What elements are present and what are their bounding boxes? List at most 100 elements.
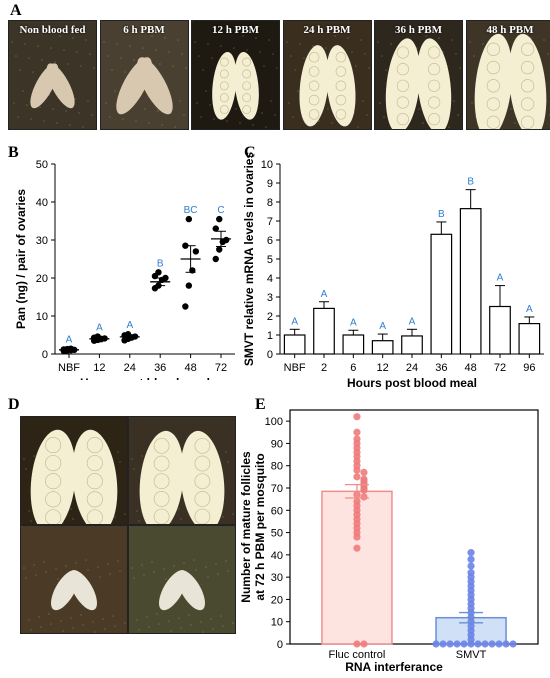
data-point	[192, 248, 200, 255]
x-tick-label: 6	[350, 362, 356, 374]
speckle	[107, 563, 109, 565]
data-point	[353, 640, 361, 648]
speckle	[546, 53, 549, 55]
speckle	[19, 69, 21, 71]
y-tick-label: 3	[267, 292, 273, 304]
x-tick-label: 24	[406, 362, 418, 374]
chart-b-pan-levels: 0 10 20 30 40 50 NBF A 12 A 24 A 36 B 48 BC 72 C Hours pos…	[14, 159, 235, 380]
data-point	[509, 640, 517, 648]
speckle	[289, 55, 292, 57]
speckle	[11, 41, 13, 43]
follicle	[428, 113, 441, 126]
data-point	[353, 466, 361, 474]
x-tick-label: 24	[124, 362, 136, 374]
follicle	[486, 60, 500, 75]
follicle	[153, 491, 170, 507]
y-tick-label: 40	[271, 550, 283, 562]
speckle	[109, 573, 111, 575]
speckle	[147, 122, 150, 124]
follicle	[428, 46, 441, 59]
speckle	[26, 104, 28, 106]
bar	[371, 340, 394, 355]
speckle	[56, 122, 58, 124]
follicle	[520, 79, 534, 93]
speckle	[21, 526, 22, 527]
speckle	[542, 39, 545, 41]
speckle	[232, 622, 234, 624]
speckle	[141, 47, 144, 49]
data-point	[432, 640, 440, 648]
ovary-illustration	[129, 526, 235, 633]
speckle	[168, 620, 170, 622]
follicle	[45, 455, 62, 472]
speckle	[113, 90, 116, 92]
speckle	[283, 21, 285, 22]
speckle	[225, 451, 227, 453]
significance-letter: BC	[184, 205, 198, 216]
x-tick-label: 2	[321, 362, 327, 374]
ovary-illustration	[9, 21, 96, 129]
speckle	[112, 615, 114, 617]
speckle	[438, 37, 440, 39]
speckle	[104, 102, 107, 104]
data-point	[212, 255, 219, 263]
y-tick-label: 50	[271, 528, 283, 540]
speckle	[383, 116, 385, 118]
speckle	[209, 104, 211, 106]
speckle	[28, 619, 30, 621]
speckle	[119, 57, 122, 59]
speckle	[52, 108, 54, 110]
ovary-photo-a: Non blood fed	[8, 20, 97, 130]
speckle	[481, 43, 484, 45]
speckle	[363, 53, 366, 55]
y-tick-label: 60	[271, 505, 283, 517]
speckle	[302, 57, 305, 59]
speckle	[176, 39, 179, 41]
speckle	[210, 618, 212, 620]
speckle	[23, 458, 25, 460]
data-point	[453, 640, 461, 648]
y-tick-label: 90	[271, 438, 283, 450]
follicle	[486, 79, 500, 93]
ovary-right	[508, 33, 546, 129]
photo-label: 24 h PBM	[303, 24, 351, 36]
speckle	[154, 49, 157, 51]
speckle	[72, 37, 74, 39]
speckle	[361, 100, 364, 102]
ovary-illustration	[283, 21, 371, 129]
data-point	[488, 640, 496, 648]
speckle	[87, 100, 89, 102]
speckle	[180, 53, 183, 55]
speckle	[32, 71, 34, 73]
speckle	[354, 65, 357, 67]
follicle	[242, 105, 252, 115]
speckle	[202, 69, 204, 71]
follicle	[396, 96, 409, 109]
ovary-left	[139, 430, 184, 524]
speckle	[9, 21, 10, 22]
speckle	[184, 67, 187, 69]
panel-letter-a: A	[10, 2, 22, 19]
speckle	[94, 631, 96, 633]
speckle	[85, 559, 87, 561]
data-point	[182, 242, 189, 249]
speckle	[448, 126, 450, 128]
follicle	[308, 80, 319, 92]
speckle	[418, 108, 420, 110]
speckle	[93, 67, 95, 69]
speckle	[375, 21, 376, 22]
speckle	[48, 613, 50, 615]
ovary-photo-d	[20, 525, 128, 634]
speckle	[114, 516, 116, 518]
speckle	[38, 616, 40, 618]
ovary-right	[180, 430, 225, 524]
speckle	[333, 35, 336, 37]
follicle	[45, 473, 62, 490]
speckle	[37, 45, 39, 47]
y-tick-label: 10	[261, 159, 273, 171]
speckle	[202, 631, 204, 633]
speckle	[182, 114, 185, 116]
follicle	[486, 42, 500, 56]
speckle	[263, 65, 265, 67]
follicle	[219, 93, 229, 103]
